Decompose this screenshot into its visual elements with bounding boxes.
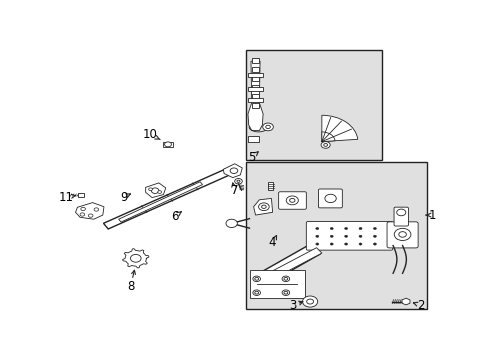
Circle shape bbox=[373, 235, 376, 237]
Polygon shape bbox=[401, 298, 409, 305]
Bar bbox=[78, 193, 84, 197]
Circle shape bbox=[396, 209, 405, 216]
FancyBboxPatch shape bbox=[393, 207, 407, 226]
Circle shape bbox=[234, 179, 242, 184]
Text: 2: 2 bbox=[413, 299, 423, 312]
Circle shape bbox=[329, 243, 332, 245]
Bar bbox=[245, 162, 427, 309]
Circle shape bbox=[130, 255, 141, 262]
Circle shape bbox=[282, 276, 289, 282]
Polygon shape bbox=[223, 164, 242, 177]
Circle shape bbox=[225, 219, 237, 228]
Bar bbox=[247, 87, 263, 91]
Circle shape bbox=[88, 214, 93, 217]
Circle shape bbox=[344, 235, 347, 237]
Circle shape bbox=[393, 228, 410, 240]
Circle shape bbox=[254, 291, 258, 294]
Text: 4: 4 bbox=[268, 235, 276, 249]
Text: 6: 6 bbox=[171, 210, 181, 223]
Bar bbox=[252, 76, 259, 81]
Circle shape bbox=[344, 228, 347, 230]
Circle shape bbox=[358, 228, 361, 230]
Polygon shape bbox=[250, 244, 320, 288]
Circle shape bbox=[252, 290, 260, 296]
Circle shape bbox=[302, 296, 317, 307]
Polygon shape bbox=[119, 182, 202, 222]
Bar bbox=[268, 181, 272, 190]
Circle shape bbox=[285, 196, 298, 205]
Polygon shape bbox=[253, 198, 272, 215]
Circle shape bbox=[164, 142, 171, 147]
Polygon shape bbox=[257, 248, 321, 284]
Circle shape bbox=[265, 125, 270, 129]
Circle shape bbox=[230, 168, 237, 174]
Bar bbox=[247, 73, 263, 77]
Circle shape bbox=[329, 235, 332, 237]
Circle shape bbox=[262, 123, 273, 131]
Bar bbox=[252, 58, 259, 63]
Circle shape bbox=[306, 299, 313, 304]
Circle shape bbox=[158, 191, 161, 193]
Circle shape bbox=[358, 243, 361, 245]
Circle shape bbox=[284, 278, 287, 280]
Text: 8: 8 bbox=[126, 270, 135, 293]
FancyBboxPatch shape bbox=[305, 221, 392, 250]
Bar bbox=[245, 50, 382, 159]
Text: 5: 5 bbox=[247, 151, 258, 164]
Bar bbox=[252, 85, 259, 90]
Circle shape bbox=[344, 243, 347, 245]
Circle shape bbox=[261, 205, 265, 208]
FancyBboxPatch shape bbox=[386, 222, 417, 248]
Bar bbox=[252, 67, 259, 72]
Circle shape bbox=[289, 198, 294, 202]
Bar bbox=[252, 94, 259, 99]
Text: 9: 9 bbox=[120, 190, 130, 203]
Bar bbox=[247, 98, 263, 102]
Text: 11: 11 bbox=[58, 190, 76, 203]
Circle shape bbox=[258, 203, 268, 211]
Circle shape bbox=[323, 144, 327, 146]
Polygon shape bbox=[103, 166, 235, 229]
Circle shape bbox=[151, 188, 159, 193]
Circle shape bbox=[81, 207, 85, 211]
Circle shape bbox=[252, 276, 260, 282]
Circle shape bbox=[284, 291, 287, 294]
Polygon shape bbox=[145, 183, 165, 198]
Polygon shape bbox=[247, 61, 263, 131]
Wedge shape bbox=[321, 132, 334, 141]
FancyBboxPatch shape bbox=[318, 189, 342, 208]
FancyBboxPatch shape bbox=[278, 192, 305, 209]
Polygon shape bbox=[75, 203, 104, 219]
Text: 7: 7 bbox=[230, 183, 238, 197]
Circle shape bbox=[80, 213, 84, 216]
Text: 1: 1 bbox=[425, 208, 435, 221]
Circle shape bbox=[373, 228, 376, 230]
Circle shape bbox=[398, 231, 406, 237]
Circle shape bbox=[148, 188, 152, 191]
Circle shape bbox=[329, 228, 332, 230]
Circle shape bbox=[237, 180, 240, 183]
Bar bbox=[163, 142, 172, 147]
Circle shape bbox=[373, 243, 376, 245]
Circle shape bbox=[358, 235, 361, 237]
Circle shape bbox=[315, 228, 318, 230]
Circle shape bbox=[324, 194, 336, 203]
Bar bbox=[252, 103, 259, 108]
Circle shape bbox=[94, 208, 99, 211]
Bar bbox=[249, 270, 304, 298]
Circle shape bbox=[315, 235, 318, 237]
Bar bbox=[248, 136, 259, 142]
Wedge shape bbox=[321, 115, 357, 141]
Text: 10: 10 bbox=[142, 128, 160, 141]
Circle shape bbox=[282, 290, 289, 296]
Circle shape bbox=[315, 243, 318, 245]
Text: 3: 3 bbox=[289, 299, 302, 312]
Circle shape bbox=[254, 278, 258, 280]
Circle shape bbox=[321, 141, 329, 148]
